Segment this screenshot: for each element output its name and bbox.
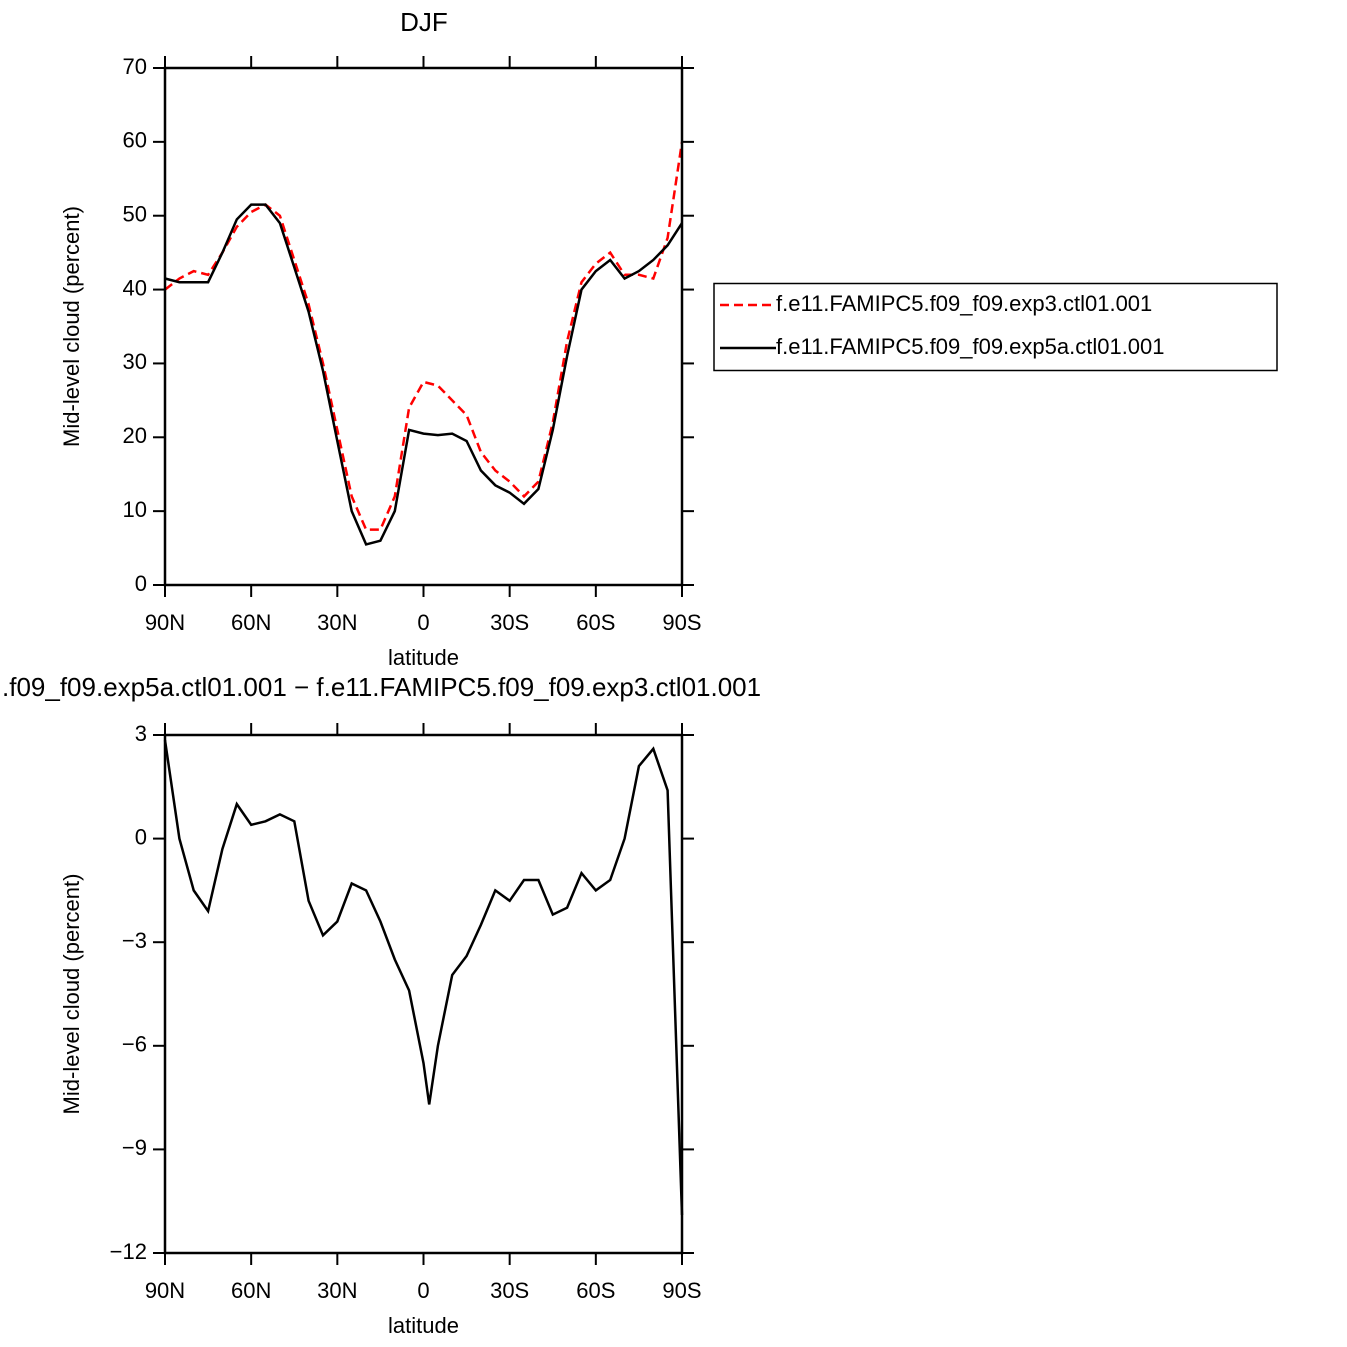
y-tick-label: 40	[123, 275, 147, 300]
x-tick-label: 30N	[317, 610, 357, 635]
y-tick-label: 3	[135, 721, 147, 746]
legend-box	[713, 282, 1278, 372]
y-tick-label: 0	[135, 824, 147, 849]
x-tick-label: 0	[417, 610, 429, 635]
chart-title: DJF	[400, 7, 448, 37]
x-tick-label: 90N	[145, 610, 185, 635]
x-tick-label: 90S	[662, 1278, 701, 1303]
x-tick-label: 60N	[231, 1278, 271, 1303]
y-tick-label: 70	[123, 54, 147, 79]
y-tick-label: −9	[122, 1135, 147, 1160]
y-tick-label: 20	[123, 423, 147, 448]
y-tick-label: 50	[123, 202, 147, 227]
x-tick-label: 90N	[145, 1278, 185, 1303]
x-tick-label: 90S	[662, 610, 701, 635]
x-tick-label: 30S	[490, 610, 529, 635]
y-tick-label: −12	[110, 1239, 147, 1264]
chart-title: .f09_f09.exp5a.ctl01.001 − f.e11.FAMIPC5…	[2, 672, 761, 702]
y-tick-label: 10	[123, 497, 147, 522]
y-tick-label: 30	[123, 349, 147, 374]
y-tick-label: 0	[135, 571, 147, 596]
legend-label: f.e11.FAMIPC5.f09_f09.exp3.ctl01.001	[776, 291, 1152, 316]
x-tick-label: 0	[417, 1278, 429, 1303]
x-tick-label: 30N	[317, 1278, 357, 1303]
y-axis-label: Mid-level cloud (percent)	[59, 874, 84, 1115]
y-tick-label: −3	[122, 928, 147, 953]
plot-frame	[163, 66, 684, 587]
legend-label: f.e11.FAMIPC5.f09_f09.exp5a.ctl01.001	[776, 334, 1165, 359]
data-line	[163, 740, 684, 1216]
x-tick-label: 60S	[576, 610, 615, 635]
x-tick-label: 30S	[490, 1278, 529, 1303]
data-line	[164, 203, 684, 546]
y-tick-label: 60	[123, 128, 147, 153]
y-tick-label: −6	[122, 1032, 147, 1057]
y-axis-label: Mid-level cloud (percent)	[59, 206, 84, 447]
x-axis-label: latitude	[388, 645, 459, 670]
plot-frame	[163, 733, 684, 1255]
data-line	[164, 141, 684, 531]
x-tick-label: 60N	[231, 610, 271, 635]
x-tick-label: 60S	[576, 1278, 615, 1303]
x-axis-label: latitude	[388, 1313, 459, 1338]
